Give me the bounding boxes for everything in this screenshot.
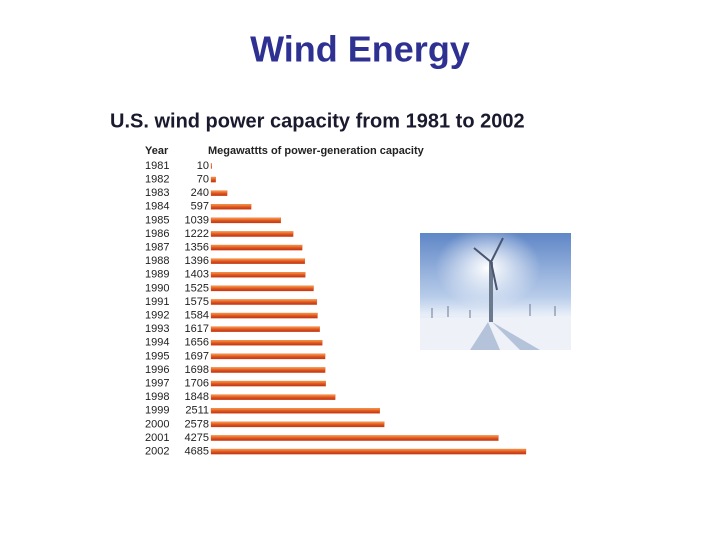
year-label: 1997 (145, 378, 169, 390)
title: Wind Energy (250, 29, 470, 70)
year-label: 1984 (145, 201, 169, 213)
year-label: 1990 (145, 282, 169, 294)
year-label: 1995 (145, 350, 169, 362)
value-label: 70 (197, 174, 209, 186)
bar (210, 326, 320, 332)
bar (210, 272, 306, 278)
bar (210, 190, 228, 196)
bar (210, 394, 336, 400)
bar (210, 231, 294, 237)
bar (210, 244, 303, 251)
year-label: 1988 (145, 255, 169, 267)
value-label: 1848 (185, 391, 209, 403)
year-label: 1998 (145, 391, 169, 403)
value-label: 1706 (185, 378, 209, 390)
year-label: 1999 (145, 405, 169, 417)
bar (210, 380, 326, 387)
bar (210, 299, 318, 305)
value-label: 2511 (185, 405, 209, 417)
value-label: 1656 (185, 337, 209, 349)
year-label: 1985 (145, 214, 169, 226)
bar (210, 176, 216, 183)
value-label: 1039 (185, 214, 209, 226)
year-label: 1996 (145, 364, 169, 376)
value-label: 1403 (185, 269, 209, 281)
subtitle: U.S. wind power capacity from 1981 to 20… (110, 110, 525, 132)
year-label: 1992 (145, 310, 169, 322)
value-label: 1698 (185, 364, 209, 376)
value-label: 1525 (185, 282, 209, 294)
bar (210, 285, 314, 292)
year-label: 1986 (145, 228, 169, 240)
value-label: 4685 (185, 446, 209, 458)
bar (210, 340, 323, 346)
year-label: 2002 (145, 446, 169, 458)
bar (210, 353, 326, 360)
bar (210, 217, 282, 224)
value-header: Megawattts of power-generation capacity (208, 145, 425, 157)
value-label: 10 (197, 160, 209, 172)
year-label: 1994 (145, 337, 169, 349)
value-label: 2578 (185, 418, 209, 430)
year-label: 1983 (145, 187, 169, 199)
year-label: 1989 (145, 269, 169, 281)
bar (210, 258, 306, 264)
year-label: 1991 (145, 296, 169, 308)
value-label: 240 (191, 187, 209, 199)
bar (210, 312, 318, 319)
value-label: 1222 (185, 228, 209, 240)
value-label: 4275 (185, 432, 209, 444)
value-label: 1356 (185, 242, 209, 254)
value-label: 1575 (185, 296, 209, 308)
value-label: 1697 (185, 350, 209, 362)
value-label: 1617 (185, 323, 209, 335)
bar (210, 204, 252, 210)
value-label: 1396 (185, 255, 209, 267)
bar (210, 421, 385, 428)
year-label: 2001 (145, 432, 169, 444)
value-label: 597 (191, 201, 209, 213)
year-label: 1981 (145, 160, 169, 172)
bar (210, 367, 326, 373)
bar (210, 163, 212, 169)
category-header: Year (145, 145, 169, 157)
bar (210, 448, 527, 455)
year-label: 1987 (145, 242, 169, 254)
year-label: 1982 (145, 174, 169, 186)
bar (210, 435, 499, 441)
year-label: 1993 (145, 323, 169, 335)
bar (210, 408, 380, 414)
year-label: 2000 (145, 418, 169, 430)
value-label: 1584 (185, 310, 209, 322)
turbine-photo (420, 233, 571, 350)
